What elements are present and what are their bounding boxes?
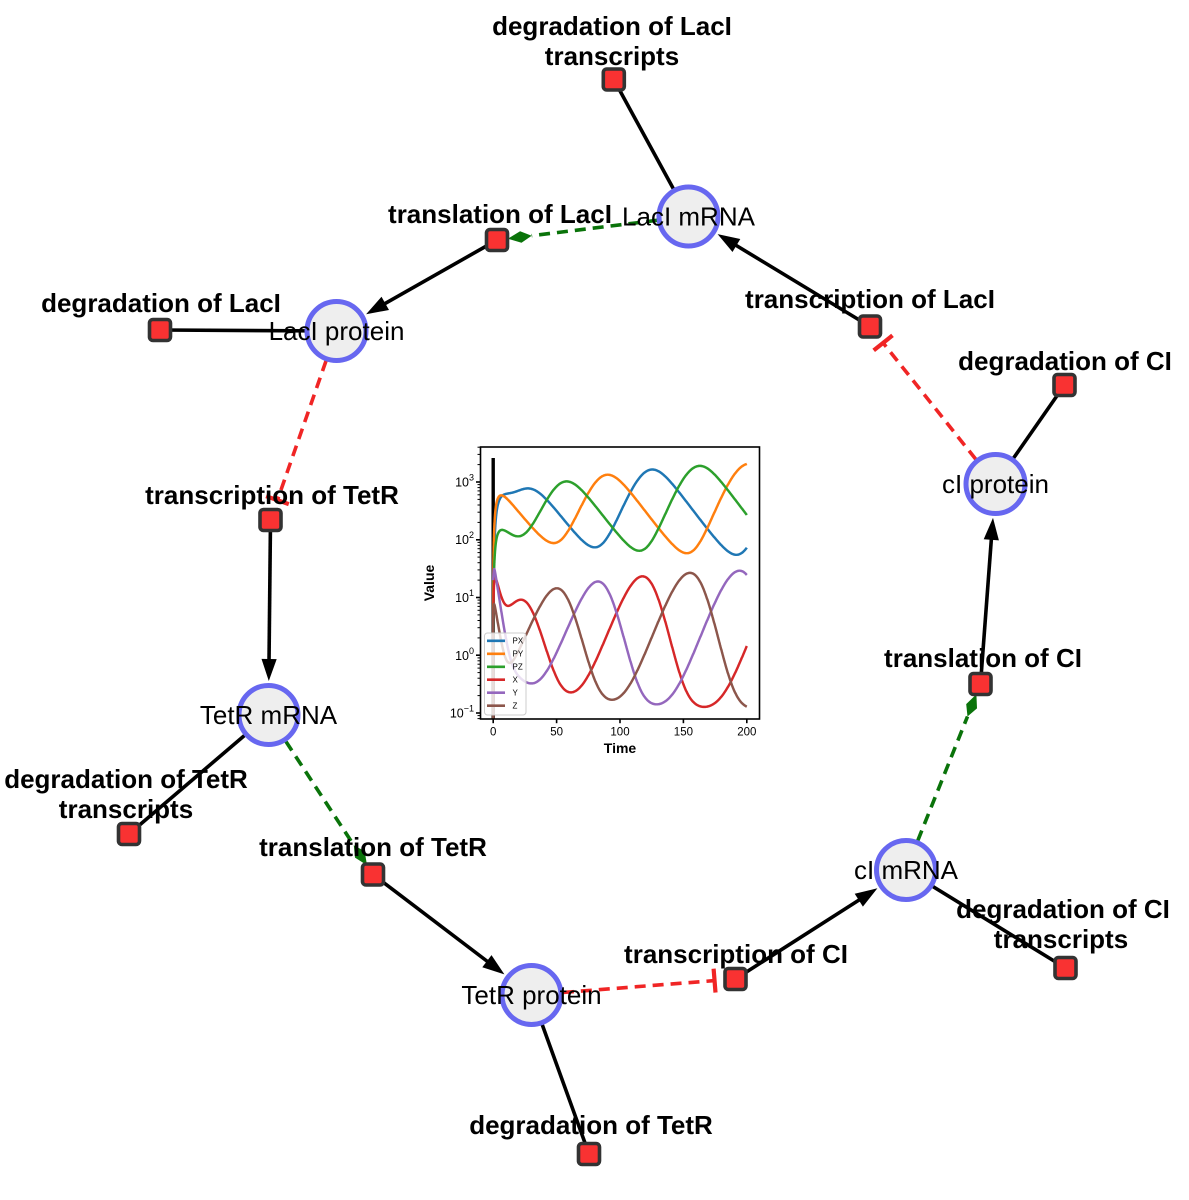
svg-text:50: 50 [550, 727, 563, 739]
svg-text:degradation of TetR: degradation of TetR [469, 1110, 713, 1140]
svg-text:Y: Y [513, 689, 519, 698]
svg-text:Z: Z [513, 702, 518, 711]
svg-text:degradation of CI: degradation of CI [958, 346, 1172, 376]
svg-text:Time: Time [604, 740, 637, 756]
svg-text:100: 100 [610, 727, 629, 739]
svg-text:101: 101 [455, 588, 474, 605]
svg-text:PX: PX [513, 637, 524, 646]
svg-text:TetR protein: TetR protein [461, 980, 601, 1010]
svg-text:PZ: PZ [513, 663, 523, 672]
svg-text:X: X [513, 676, 519, 685]
svg-text:100: 100 [455, 646, 474, 663]
svg-text:PY: PY [513, 650, 524, 659]
svg-text:10−1: 10−1 [450, 704, 474, 721]
svg-text:Value: Value [421, 565, 437, 602]
svg-text:TetR mRNA: TetR mRNA [200, 700, 338, 730]
svg-text:cI protein: cI protein [942, 469, 1049, 499]
svg-text:transcription of CI: transcription of CI [624, 939, 848, 969]
svg-text:transcription of TetR: transcription of TetR [145, 480, 399, 510]
svg-text:degradation of LacI: degradation of LacI [41, 288, 281, 318]
svg-text:150: 150 [674, 727, 693, 739]
svg-text:degradation of LacI: degradation of LacI [492, 11, 732, 41]
svg-text:transcripts: transcripts [545, 41, 679, 71]
svg-text:translation of CI: translation of CI [884, 643, 1082, 673]
svg-text:LacI protein: LacI protein [269, 316, 405, 346]
svg-text:transcription of LacI: transcription of LacI [745, 284, 995, 314]
svg-text:degradation of CI: degradation of CI [956, 894, 1170, 924]
svg-text:103: 103 [455, 473, 474, 490]
svg-text:102: 102 [455, 530, 474, 547]
svg-text:LacI mRNA: LacI mRNA [622, 202, 756, 232]
svg-text:degradation of TetR: degradation of TetR [4, 764, 248, 794]
svg-text:200: 200 [737, 727, 756, 739]
svg-text:0: 0 [490, 727, 496, 739]
svg-text:translation of LacI: translation of LacI [388, 199, 612, 229]
svg-text:transcripts: transcripts [994, 924, 1128, 954]
svg-text:cI mRNA: cI mRNA [854, 855, 959, 885]
svg-text:transcripts: transcripts [59, 794, 193, 824]
svg-text:translation of TetR: translation of TetR [259, 832, 487, 862]
